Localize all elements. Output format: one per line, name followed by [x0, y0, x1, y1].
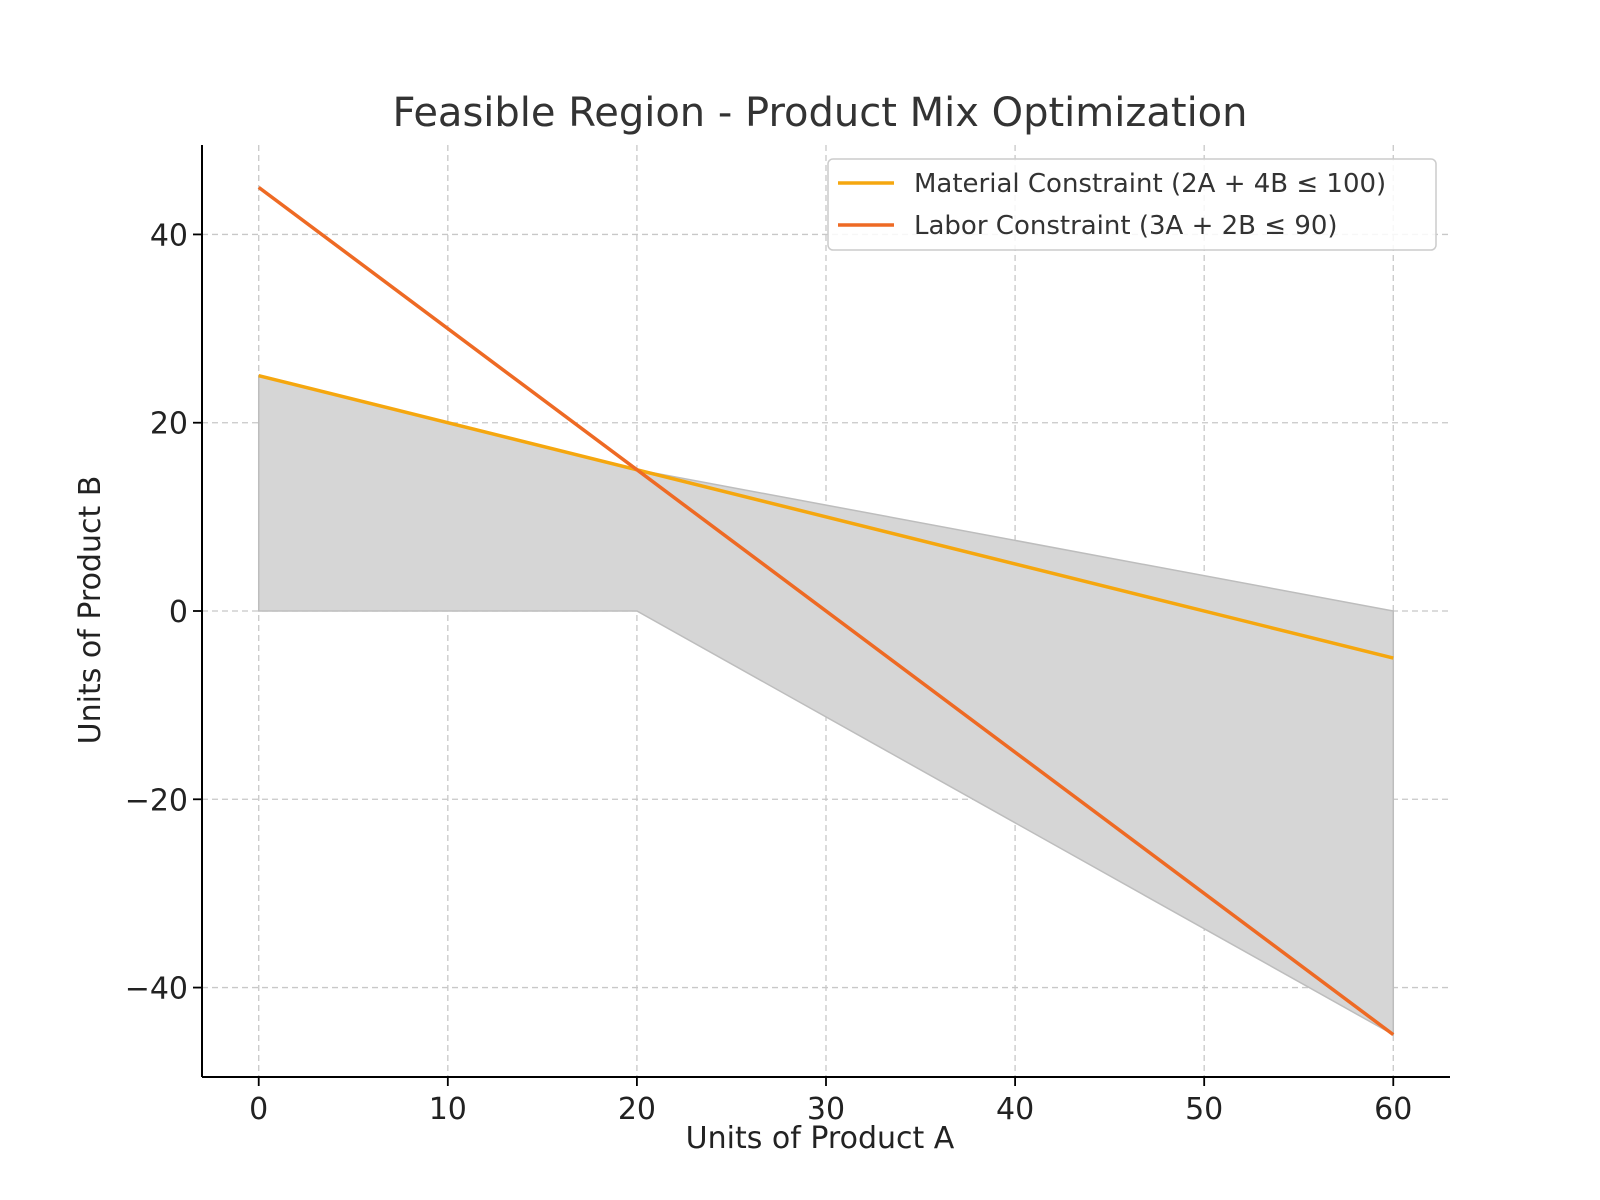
y-tick-label: −40 [125, 972, 188, 1007]
legend: Material Constraint (2A + 4B ≤ 100) Labor… [827, 158, 1437, 251]
x-tick-label: 0 [249, 1092, 268, 1127]
x-tick-label: 60 [1374, 1092, 1412, 1127]
x-tick-label: 10 [429, 1092, 467, 1127]
legend-label-1: Material Constraint (2A + 4B ≤ 100) [914, 169, 1386, 199]
y-tick-label: 0 [169, 595, 188, 630]
x-tick-label: 40 [996, 1092, 1034, 1127]
x-tick-label: 30 [807, 1092, 845, 1127]
series-line-1 [258, 373, 1394, 660]
series-layer [257, 185, 1395, 1037]
x-axis-label: Units of Product A [686, 1121, 955, 1156]
y-tick-label: 20 [150, 407, 188, 442]
legend-label-2: Labor Constraint (3A + 2B ≤ 90) [914, 211, 1338, 241]
legend-box [827, 158, 1437, 251]
y-tick-label: −20 [125, 783, 188, 818]
x-tick-label: 20 [618, 1092, 656, 1127]
tick-labels: 0 10 20 30 40 50 60 −40 −20 0 20 40 [125, 218, 1413, 1127]
y-axis-label: Units of Product B [73, 476, 108, 745]
y-tick-label: 40 [150, 218, 188, 253]
chart-title: Feasible Region - Product Mix Optimizati… [393, 90, 1248, 136]
series-line-2 [257, 185, 1395, 1037]
x-tick-label: 50 [1185, 1092, 1223, 1127]
